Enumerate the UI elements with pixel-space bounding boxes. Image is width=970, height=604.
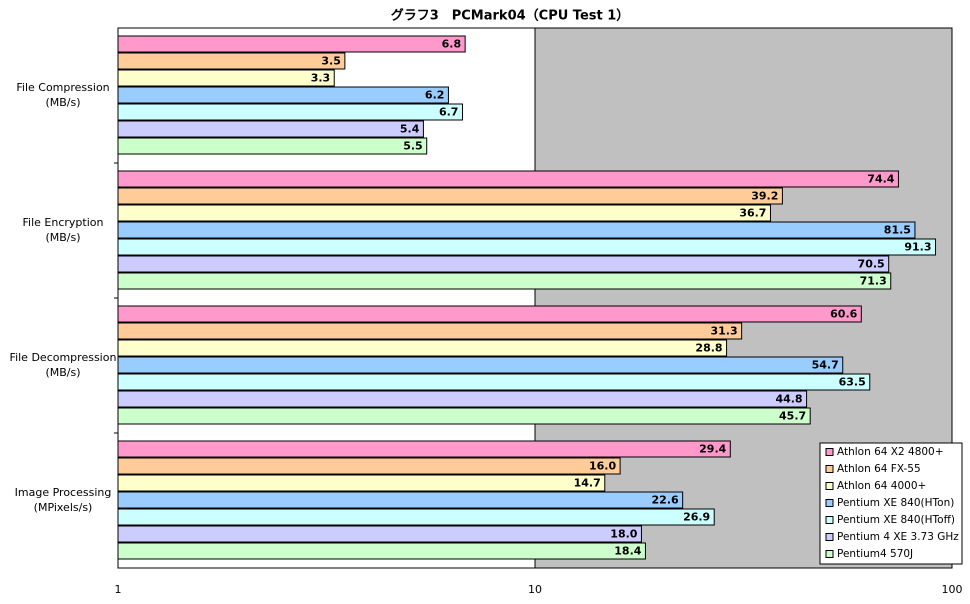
bar (117, 390, 808, 408)
value-label: 54.7 (812, 359, 839, 372)
bar (117, 322, 743, 340)
value-label: 31.3 (711, 325, 738, 338)
value-label: 26.9 (683, 511, 710, 524)
bar (117, 69, 335, 87)
legend-swatch (825, 499, 834, 507)
chart-title: グラフ3 PCMark04（CPU Test 1） (391, 8, 630, 24)
value-label: 44.8 (775, 393, 802, 406)
legend-label: Pentium XE 840(HToff) (837, 514, 955, 526)
value-label: 74.4 (867, 173, 894, 186)
legend-swatch (825, 465, 834, 473)
value-label: 63.5 (839, 376, 866, 389)
legend-swatch (825, 516, 834, 524)
value-label: 39.2 (751, 190, 778, 203)
legend-label: Athlon 64 FX-55 (837, 463, 921, 475)
y-tick-label: File Compression (MB/s) (16, 81, 109, 109)
value-label: 6.8 (442, 38, 462, 51)
bar (117, 305, 862, 323)
value-label: 60.6 (830, 308, 857, 321)
bar (117, 35, 466, 53)
value-label: 3.3 (311, 72, 331, 85)
legend-label: Athlon 64 4000+ (837, 480, 926, 492)
bar (117, 137, 428, 155)
bar (117, 272, 892, 290)
value-label: 81.5 (884, 224, 911, 237)
bar (117, 103, 463, 121)
value-label: 6.2 (425, 89, 445, 102)
value-label: 16.0 (589, 460, 616, 473)
bar (117, 491, 684, 509)
bar (117, 204, 771, 222)
x-tick-label: 100 (942, 583, 963, 596)
bar (117, 542, 646, 560)
bar (117, 508, 715, 526)
value-label: 18.4 (614, 545, 641, 558)
legend-label: Pentium4 570J (837, 548, 913, 560)
bar (117, 525, 642, 543)
value-label: 3.5 (321, 55, 341, 68)
bar (117, 457, 621, 475)
bar (117, 221, 916, 239)
value-label: 91.3 (904, 241, 931, 254)
legend (819, 442, 963, 565)
bar (117, 52, 346, 70)
bar (117, 170, 899, 188)
x-tick-label: 10 (528, 583, 542, 596)
value-label: 71.3 (860, 275, 887, 288)
value-label: 14.7 (574, 477, 601, 490)
value-label: 45.7 (779, 410, 806, 423)
legend-label: Pentium XE 840(HTon) (837, 497, 954, 509)
value-label: 28.8 (695, 342, 722, 355)
y-tick-label: File Decompression (MB/s) (10, 351, 117, 379)
bar (117, 474, 606, 492)
value-label: 22.6 (652, 494, 679, 507)
bar (117, 440, 731, 458)
value-label: 29.4 (699, 443, 726, 456)
bar (117, 356, 844, 374)
legend-swatch (825, 448, 834, 456)
bar (117, 339, 728, 357)
bar (117, 86, 449, 104)
legend-swatch (825, 533, 834, 541)
bar (117, 120, 424, 138)
y-tick-label: Image Processing (MPixels/s) (15, 486, 112, 514)
value-label: 5.4 (400, 123, 420, 136)
bar (117, 187, 783, 205)
y-tick-label: File Encryption (MB/s) (23, 216, 104, 244)
value-label: 6.7 (439, 106, 459, 119)
legend-swatch (825, 482, 834, 490)
legend-label: Athlon 64 X2 4800+ (837, 446, 944, 458)
bar (117, 238, 937, 256)
bar (117, 407, 811, 425)
x-tick-label: 1 (115, 583, 122, 596)
legend-label: Pentium 4 XE 3.73 GHz (837, 531, 959, 543)
bar (117, 373, 871, 391)
value-label: 70.5 (858, 258, 885, 271)
bar (117, 255, 890, 273)
value-label: 5.5 (403, 140, 423, 153)
value-label: 18.0 (610, 528, 637, 541)
legend-swatch (825, 550, 834, 558)
value-label: 36.7 (739, 207, 766, 220)
